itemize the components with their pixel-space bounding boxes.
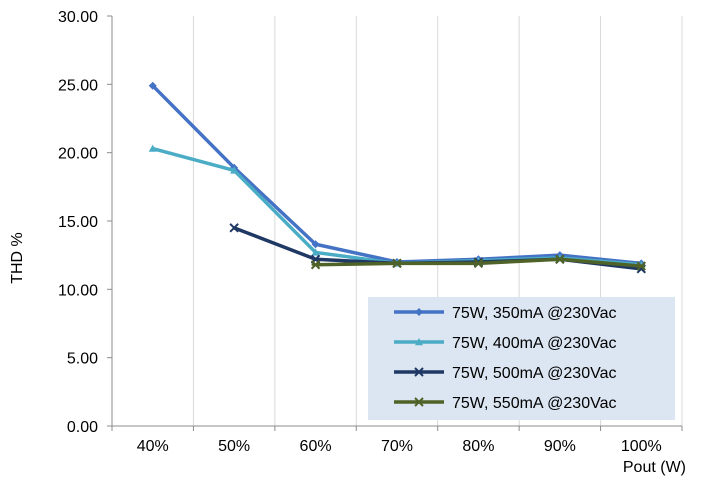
x-tick-label: 90% xyxy=(544,438,576,455)
data-point-marker xyxy=(148,144,157,152)
y-tick-label: 0.00 xyxy=(67,419,98,436)
series-1 xyxy=(148,81,646,268)
data-point-marker xyxy=(229,223,239,233)
series-2 xyxy=(148,144,646,268)
x-tick-label: 50% xyxy=(218,438,250,455)
x-tick-label: 80% xyxy=(462,438,494,455)
data-point-marker xyxy=(415,338,423,346)
legend: 75W, 350mA @230Vac 75W, 400mA @230Vac 75W,… xyxy=(368,297,675,420)
series-line xyxy=(152,146,642,267)
data-point-marker xyxy=(230,166,239,174)
legend-label: 75W, 400mA @230Vac xyxy=(452,335,616,352)
x-tick-label: 60% xyxy=(300,438,332,455)
legend-item: 75W, 500mA @230Vac xyxy=(394,365,616,382)
x-tick-label: 100% xyxy=(621,438,662,455)
data-point-marker xyxy=(311,240,320,249)
legend-label: 75W, 550mA @230Vac xyxy=(452,395,616,412)
series-4 xyxy=(310,254,646,271)
data-point-marker xyxy=(415,308,423,316)
data-point-marker xyxy=(310,260,321,270)
data-point-marker xyxy=(311,248,320,256)
data-point-marker xyxy=(392,258,402,269)
legend-item: 75W, 550mA @230Vac xyxy=(394,395,616,412)
data-point-marker xyxy=(414,367,424,377)
legend-label: 75W, 350mA @230Vac xyxy=(452,305,616,322)
legend-background xyxy=(368,297,675,420)
y-tick-labels: 0.00 5.00 10.00 15.00 20.00 25.00 30.00 xyxy=(58,9,98,436)
axes xyxy=(107,15,683,431)
y-axis-title: THD % xyxy=(9,232,26,284)
x-tick-labels: 40% 50% 60% 70% 80% 90% 100% xyxy=(137,438,662,455)
data-point-marker xyxy=(473,258,484,269)
y-tick-label: 10.00 xyxy=(58,282,98,299)
x-tick-label: 40% xyxy=(137,438,169,455)
grid-lines xyxy=(192,16,683,426)
y-tick-label: 30.00 xyxy=(58,9,98,26)
data-point-marker xyxy=(636,261,646,271)
series-line xyxy=(151,84,642,266)
x-axis-title: Pout (W) xyxy=(623,459,686,476)
legend-item: 75W, 400mA @230Vac xyxy=(394,335,616,352)
legend-item: 75W, 350mA @230Vac xyxy=(394,305,616,322)
data-series xyxy=(148,81,646,274)
legend-label: 75W, 500mA @230Vac xyxy=(452,365,616,382)
y-tick-label: 5.00 xyxy=(67,351,98,368)
y-tick-label: 20.00 xyxy=(58,146,98,163)
data-point-marker xyxy=(414,397,424,407)
y-tick-label: 25.00 xyxy=(58,77,98,94)
x-tick-label: 70% xyxy=(381,438,413,455)
y-tick-label: 15.00 xyxy=(58,214,98,231)
data-point-marker xyxy=(555,254,565,264)
data-point-marker xyxy=(148,81,157,90)
